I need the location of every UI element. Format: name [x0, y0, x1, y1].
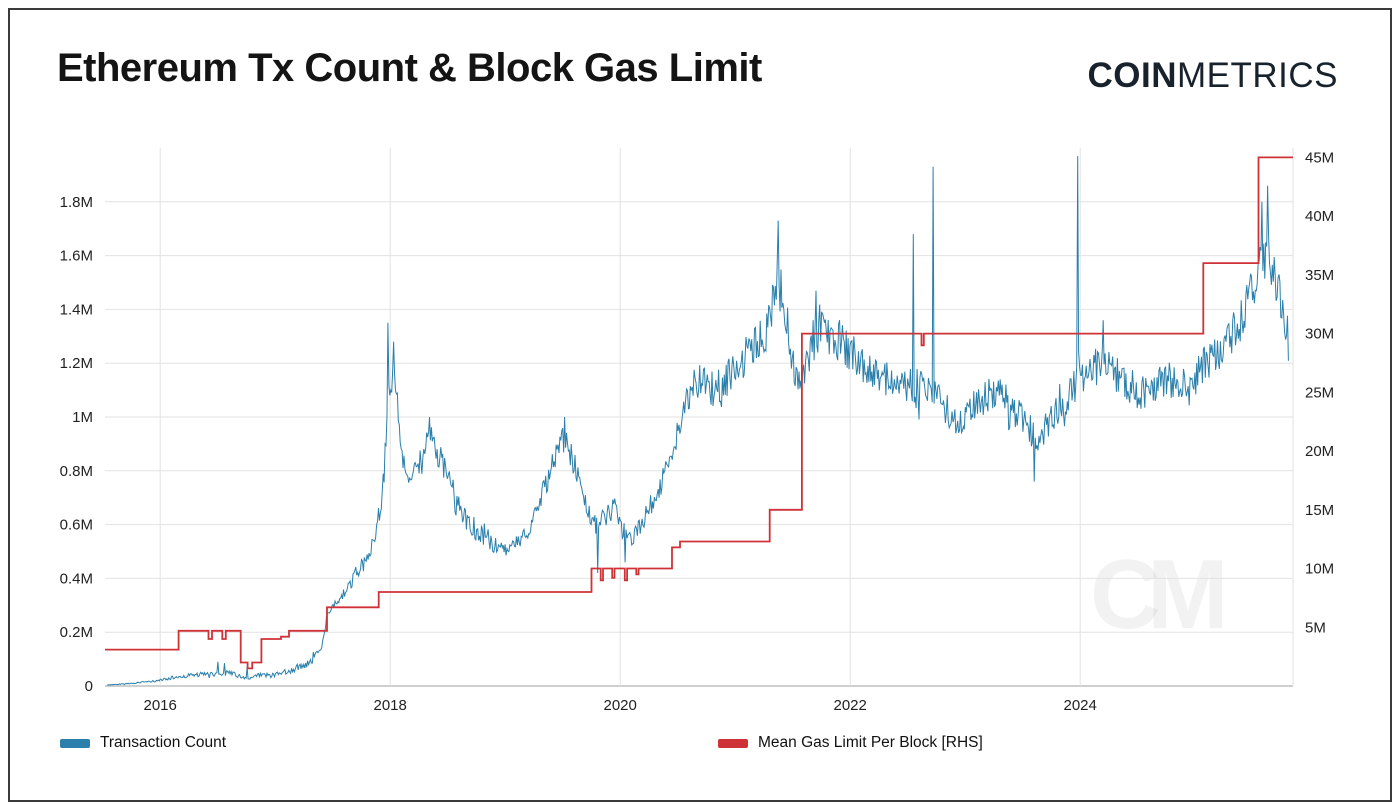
x-axis-tick-label: 2018: [374, 697, 407, 714]
left-axis-tick-label: 1.2M: [60, 355, 93, 372]
left-axis-tick-label: 1.4M: [60, 301, 93, 318]
right-axis-tick-label: 45M: [1305, 149, 1334, 166]
cm-watermark: CM: [1090, 539, 1229, 649]
x-axis-tick-label: 2024: [1064, 697, 1097, 714]
right-axis-tick-label: 40M: [1305, 208, 1334, 225]
right-axis-tick-label: 15M: [1305, 502, 1334, 519]
left-axis-tick-label: 1M: [72, 409, 93, 426]
right-axis-tick-label: 20M: [1305, 443, 1334, 460]
left-axis-tick-label: 0: [85, 678, 93, 695]
right-axis-tick-label: 25M: [1305, 384, 1334, 401]
legend-label: Transaction Count: [100, 734, 227, 751]
transaction-count-line: [107, 156, 1289, 686]
legend-item-gas-limit: Mean Gas Limit Per Block [RHS]: [718, 730, 983, 756]
left-axis-tick-label: 0.2M: [60, 624, 93, 641]
left-axis-tick-label: 1.6M: [60, 248, 93, 265]
logo-coin: COIN: [1087, 56, 1177, 95]
chart-title: Ethereum Tx Count & Block Gas Limit: [57, 46, 762, 90]
logo-metrics: METRICS: [1177, 56, 1338, 95]
gas-limit-swatch: [718, 738, 748, 748]
transaction-count-swatch: [60, 738, 90, 748]
x-axis-tick-label: 2020: [604, 697, 637, 714]
right-axis-tick-label: 5M: [1305, 619, 1326, 636]
left-axis-tick-label: 0.6M: [60, 517, 93, 534]
left-axis-tick-label: 1.8M: [60, 194, 93, 211]
right-axis-tick-label: 35M: [1305, 267, 1334, 284]
legend-item-transaction-count: Transaction Count: [60, 730, 226, 756]
chart-frame-border: [8, 8, 1392, 802]
right-axis-tick-label: 30M: [1305, 326, 1334, 343]
x-axis-tick-label: 2016: [144, 697, 177, 714]
x-axis-tick-label: 2022: [834, 697, 867, 714]
coinmetrics-logo: COINMETRICS: [1088, 56, 1339, 96]
right-axis-tick-label: 10M: [1305, 561, 1334, 578]
legend-label: Mean Gas Limit Per Block [RHS]: [758, 734, 983, 751]
left-axis-tick-label: 0.4M: [60, 570, 93, 587]
legend: Transaction Count Mean Gas Limit Per Blo…: [0, 730, 1400, 756]
gas-limit-step-line: [105, 156, 1293, 670]
left-axis-tick-label: 0.8M: [60, 463, 93, 480]
